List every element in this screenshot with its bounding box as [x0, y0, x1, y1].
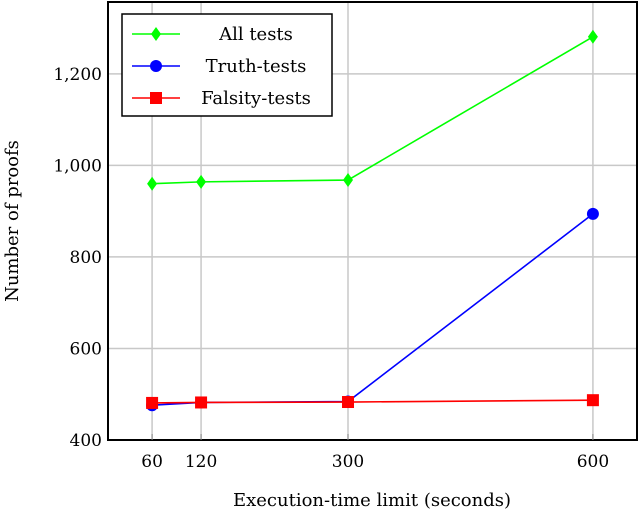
y-axis-label: Number of proofs	[2, 140, 23, 302]
legend-marker-falsity-tests	[150, 92, 162, 104]
data-point-all-tests	[196, 174, 207, 189]
data-point-all-tests	[147, 176, 158, 191]
y-tick-label: 600	[70, 339, 102, 359]
data-point-falsity-tests	[146, 396, 159, 409]
x-tick-label: 600	[577, 452, 609, 472]
series-line-falsity-tests	[152, 399, 593, 404]
legend-label-truth-tests: Truth-tests	[206, 56, 307, 77]
x-tick-label: 300	[332, 452, 364, 472]
data-point-all-tests	[587, 29, 598, 44]
x-tick-label: 120	[185, 452, 217, 472]
x-axis-label: Execution-time limit (seconds)	[233, 490, 511, 511]
legend-label-falsity-tests: Falsity-tests	[201, 88, 311, 109]
y-tick-label: 800	[70, 248, 102, 268]
x-tick-label: 60	[141, 452, 163, 472]
legend-marker-truth-tests	[150, 60, 162, 72]
series-line-truth-tests	[152, 213, 594, 407]
y-tick-label: 400	[70, 431, 102, 451]
y-tick-label: 1,000	[53, 156, 102, 176]
legend: All tests Truth-tests Falsity-tests	[121, 13, 333, 117]
data-point-truth-tests	[586, 207, 599, 220]
series-line-all-tests	[152, 36, 594, 185]
legend-label-all-tests: All tests	[218, 24, 293, 45]
ticks: 60 120 300 600 400 600 800 1,000 1,200	[53, 65, 609, 472]
y-tick-label: 1,200	[53, 65, 102, 85]
series-group	[146, 29, 599, 412]
data-point-all-tests	[343, 173, 354, 188]
plot-frame	[107, 1, 638, 441]
data-point-falsity-tests	[586, 394, 599, 407]
data-point-falsity-tests	[195, 396, 208, 409]
legend-marker-all-tests	[151, 27, 161, 41]
data-point-falsity-tests	[342, 396, 355, 409]
